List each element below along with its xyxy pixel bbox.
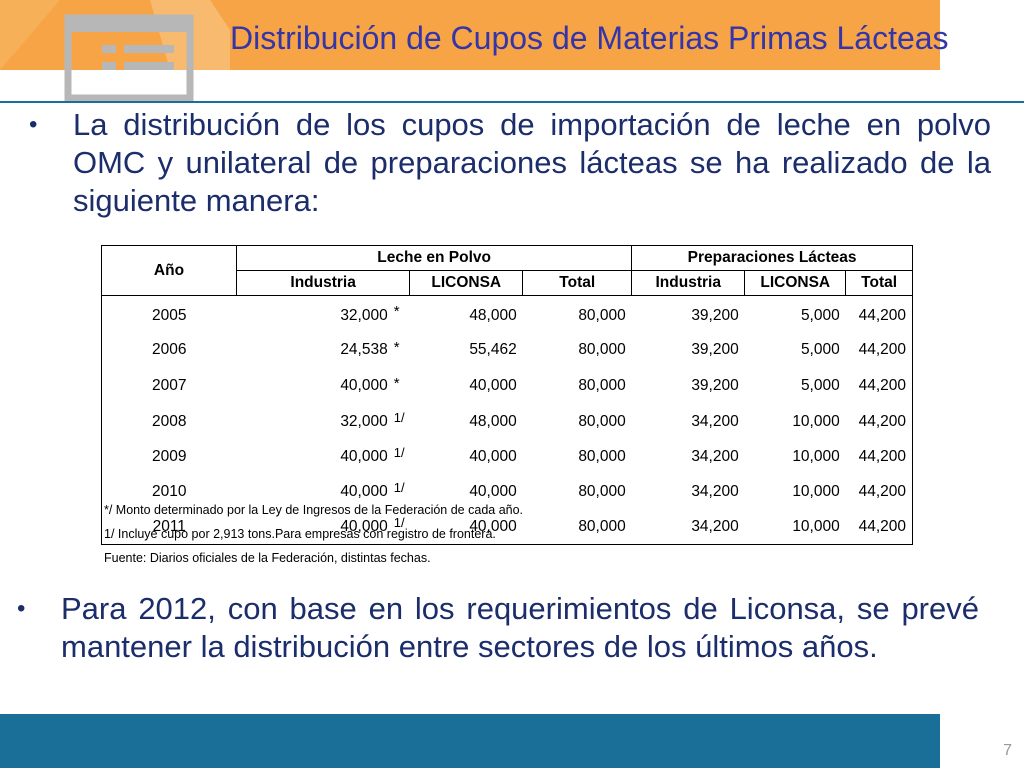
table-cell-lp-lic: 40,000 [469, 482, 517, 500]
slide-logo-icon [0, 0, 230, 102]
slide-title: Distribución de Cupos de Materias Primas… [230, 20, 949, 56]
table-cell-pl-ind: 34,200 [691, 447, 739, 465]
table-cell-pl-ind: 39,200 [691, 307, 739, 324]
table-cell-mark: * [393, 375, 400, 392]
bullet-item-1: • La distribución de los cupos de import… [29, 106, 991, 220]
table-header-row: Año Leche en Polvo Preparaciones Lácteas [101, 245, 913, 296]
table-cell-lp-tot: 80,000 [522, 509, 632, 545]
table-cell-pl-tot: 44,200 [845, 439, 913, 474]
table-cell-year: 2006 [101, 332, 237, 368]
footnote: */ Monto determinado por la Ley de Ingre… [104, 503, 524, 517]
col-header-year: Año [101, 245, 237, 296]
table-cell-mark: 1/ [393, 445, 405, 460]
table-cell-lp-tot: 80,000 [578, 377, 626, 394]
table-cell-mark: 1/ [393, 410, 405, 425]
table-cell-pl-tot: 44,200 [845, 474, 913, 509]
table-cell-pl-tot: 44,200 [845, 332, 913, 368]
table-cell-lp-tot: 80,000 [578, 412, 626, 430]
table-cell-year: 2005 [101, 295, 237, 332]
table-cell-pl-lic: 5,000 [800, 307, 840, 324]
quota-table: Año Leche en Polvo Preparaciones Lácteas… [101, 245, 913, 545]
table-cell-mark: * [393, 339, 400, 356]
table-cell-lp-ind: 24,538 [340, 341, 388, 358]
col-group-leche: Leche en Polvo [235, 245, 633, 271]
table-cell-lp-lic: 48,000 [469, 307, 517, 324]
col-header-industria: Industria [235, 270, 411, 296]
col-header-total: Total [522, 270, 633, 296]
table-cell-pl-lic: 10,000 [792, 447, 840, 465]
table-footnotes: */ Monto determinado por la Ley de Ingre… [104, 500, 523, 572]
table-cell-pl-ind: 39,200 [691, 341, 739, 358]
table-cell-lp-ind: 32,000 [340, 307, 388, 324]
table-cell-pl-ind: 39,200 [691, 377, 739, 394]
header-divider [0, 101, 1024, 103]
table-cell-pl-lic: 10,000 [744, 509, 846, 545]
table-row: 2007 40,000 * 40,000 80,000 39,200 5,000 44,200 [101, 368, 913, 404]
table-cell-lp-lic: 40,000 [469, 377, 517, 394]
footnote: 1/ Incluye cupo por 2,913 tons.Para empr… [104, 527, 496, 541]
table-cell-lp-tot: 80,000 [578, 341, 626, 358]
table-cell-mark: 1/ [393, 509, 410, 545]
table-cell-pl-ind: 34,200 [691, 412, 739, 430]
col-header-total: Total [845, 270, 913, 296]
col-header-liconsa: LICONSA [744, 270, 847, 296]
table-cell-pl-lic: 5,000 [800, 377, 840, 394]
bullet-item-2: • Para 2012, con base en los requerimien… [17, 590, 979, 666]
bullet-dot: • [29, 111, 38, 138]
table-cell-year: 2011 [101, 509, 237, 545]
table-cell-lp-tot: 80,000 [578, 447, 626, 465]
bullet-text: La distribución de los cupos de importac… [73, 107, 991, 218]
table-cell-lp-lic: 55,462 [469, 341, 517, 358]
table-cell-pl-ind: 34,200 [631, 509, 745, 545]
table-cell-year: 2008 [101, 404, 237, 439]
col-header-industria: Industria [631, 270, 746, 296]
table-cell-pl-lic: 10,000 [792, 412, 840, 430]
table-cell-pl-ind: 34,200 [691, 482, 739, 500]
table-cell-year: 2007 [101, 368, 237, 404]
table-row: 2009 40,000 1/40,000 80,000 34,200 10,000 44,2… [101, 439, 913, 474]
table-cell-year: 2009 [101, 439, 237, 474]
col-group-preparaciones: Preparaciones Lácteas [631, 245, 913, 271]
table-cell-lp-tot: 80,000 [578, 482, 626, 500]
table-cell-lp-ind: 40,000 [236, 509, 394, 545]
table-cell-mark: * [393, 303, 400, 320]
table-cell-lp-ind: 32,000 [340, 412, 388, 430]
table-cell-lp-ind: 40,000 [340, 482, 388, 500]
table-cell-pl-tot: 44,200 [845, 404, 913, 439]
table-cell-lp-lic: 48,000 [469, 412, 517, 430]
table-row: 2010 40,000 1/40,000 80,000 34,200 10,000 44,2… [101, 474, 913, 509]
table-cell-pl-tot: 44,200 [845, 295, 913, 332]
table-row: 2006 24,538 * 55,462 80,000 39,200 5,000 44,200 [101, 332, 913, 368]
table-cell-lp-tot: 80,000 [578, 307, 626, 324]
table-cell-lp-lic: 40,000 [469, 447, 517, 465]
footnote-source: Fuente: Diarios oficiales de la Federaci… [104, 551, 431, 565]
table-cell-year: 2010 [101, 474, 237, 509]
table-cell-lp-ind: 40,000 [340, 447, 388, 465]
table-row: 2008 32,000 1/48,000 80,000 34,200 10,000 44,2… [101, 404, 913, 439]
table-row: 2011 40,000 1/40,000 80,000 34,200 10,000 44,2… [101, 509, 913, 545]
col-header-liconsa: LICONSA [409, 270, 524, 296]
table-cell-lp-ind: 40,000 [340, 377, 388, 394]
table-subheader-row: Industria LICONSA Total Industria LICONS… [102, 270, 913, 296]
bullet-text: Para 2012, con base en los requerimiento… [61, 591, 979, 664]
table-row: 2005 32,000 * 48,000 80,000 39,200 5,000 44,200 [101, 295, 913, 332]
table-cell-pl-lic: 5,000 [800, 341, 840, 358]
footer-band [0, 714, 940, 768]
table-cell-pl-tot: 44,200 [845, 368, 913, 404]
page-number: 7 [1003, 742, 1012, 759]
bullet-dot: • [17, 595, 26, 622]
table-cell-lp-lic: 40,000 [409, 509, 523, 545]
table-cell-pl-tot: 44,200 [845, 509, 913, 545]
table-cell-pl-lic: 10,000 [792, 482, 840, 500]
table-cell-mark: 1/ [393, 480, 405, 495]
